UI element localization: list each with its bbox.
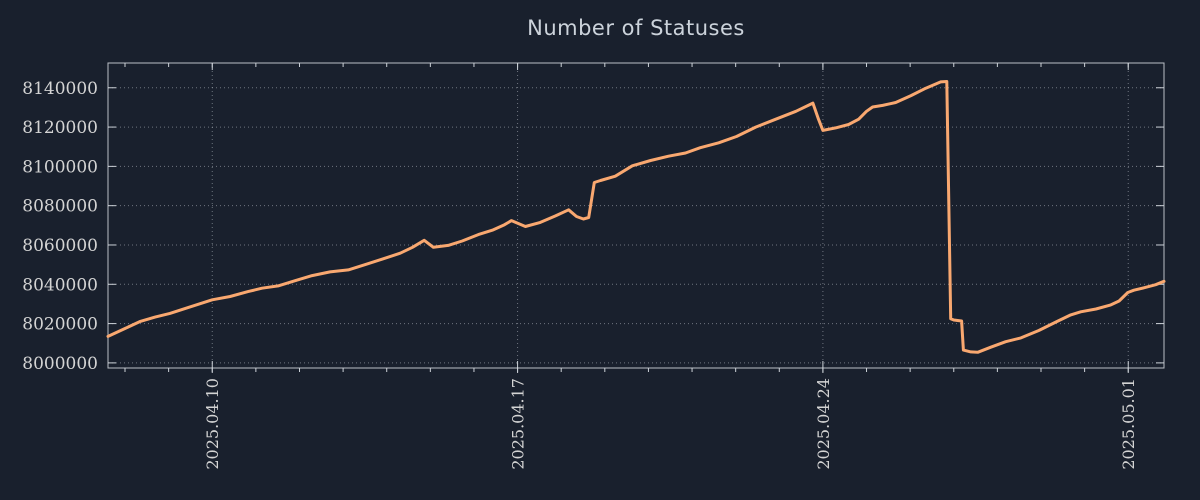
y-tick-label: 8120000	[22, 118, 98, 138]
x-tick-label: 2025.04.24	[814, 378, 833, 470]
x-tick-label: 2025.05.01	[1119, 378, 1138, 470]
plot-border	[107, 62, 1165, 369]
chart-title: Number of Statuses	[527, 16, 745, 40]
y-tick-label: 8040000	[22, 275, 98, 295]
y-tick-label: 8000000	[22, 354, 98, 374]
y-tick-label: 8060000	[22, 236, 98, 256]
y-tick-label: 8080000	[22, 197, 98, 217]
x-tick-label: 2025.04.17	[509, 378, 528, 470]
series-line-statuses	[106, 80, 1166, 354]
y-tick-label: 8020000	[22, 315, 98, 335]
y-tick-label: 8100000	[22, 157, 98, 177]
x-tick-label: 2025.04.10	[203, 378, 222, 470]
y-tick-label: 8140000	[22, 79, 98, 99]
